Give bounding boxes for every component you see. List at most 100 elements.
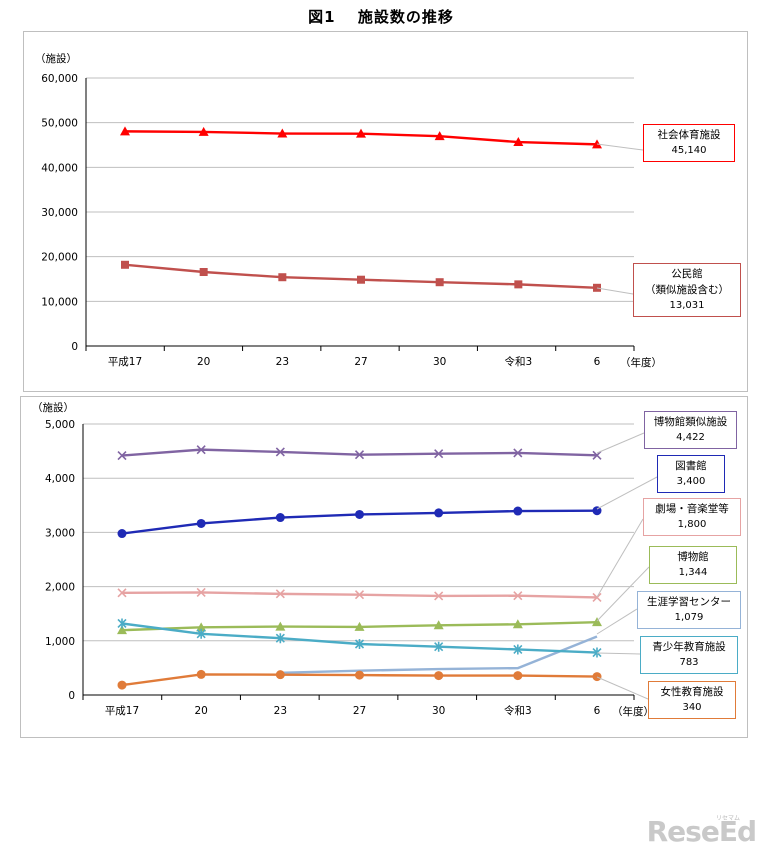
series-name: 博物館	[677, 551, 709, 563]
series-latest-value: 1,344	[678, 567, 708, 578]
data-point	[354, 450, 365, 460]
series-1	[121, 260, 601, 292]
series-1	[117, 506, 602, 539]
data-point	[117, 450, 127, 461]
data-point	[196, 628, 206, 639]
series-latest-value: 4,422	[676, 432, 705, 443]
x-tick-label: 27	[354, 356, 367, 368]
data-point	[117, 680, 127, 690]
data-point	[117, 618, 127, 629]
callout-leader	[596, 518, 644, 598]
series-0	[120, 126, 602, 149]
data-point	[199, 268, 208, 277]
series-name: 図書館	[675, 460, 707, 472]
x-tick-label: 30	[432, 705, 445, 717]
data-point	[592, 647, 602, 658]
series-latest-value: 1,079	[674, 612, 704, 623]
x-tick-label: 平成17	[105, 705, 139, 717]
series-latest-value: 3,400	[676, 476, 706, 487]
series-latest-value: 783	[679, 657, 699, 668]
y-tick-label: 0	[68, 690, 75, 702]
series-4	[280, 635, 598, 675]
series-label-box: 女性教育施設 340	[648, 681, 736, 719]
y-tick-label: 2,000	[45, 582, 75, 594]
y-tick-label: 1,000	[45, 636, 75, 648]
series-label-box: 博物館 1,344	[649, 546, 737, 584]
data-point	[117, 625, 127, 635]
y-tick-label: 20,000	[41, 252, 78, 264]
x-tick-label: 23	[276, 356, 289, 368]
series-latest-value: 1,800	[677, 519, 707, 530]
series-name: 公民館	[671, 268, 703, 280]
series-5	[117, 618, 602, 658]
data-point	[277, 128, 288, 138]
series-latest-value: 13,031	[669, 300, 705, 311]
data-point	[275, 447, 285, 457]
series-6	[117, 669, 602, 690]
data-point	[512, 619, 523, 629]
data-point	[434, 671, 444, 681]
data-point	[592, 617, 602, 627]
y-tick-label: 5,000	[45, 419, 75, 431]
data-point	[434, 508, 444, 518]
callout-leader	[596, 566, 650, 622]
x-tick-label: 令和3	[504, 704, 532, 717]
data-point	[434, 591, 444, 601]
x-tick-label: 平成17	[108, 356, 142, 368]
chart-panel-cultural-facilities: 0 1,000 2,000 3,000 4,000 5,000 （施設） 平成17 20 23 27…	[20, 396, 748, 738]
data-point	[356, 128, 366, 138]
data-point	[434, 131, 445, 141]
series-2	[117, 587, 602, 603]
series-latest-value: 45,140	[671, 145, 707, 156]
data-point	[513, 671, 523, 681]
data-point	[196, 669, 206, 679]
data-point	[354, 590, 365, 600]
series-3	[117, 617, 602, 635]
x-tick-label: 6	[594, 705, 601, 717]
data-point	[354, 621, 365, 631]
data-point	[434, 449, 444, 459]
y-tick-label: 30,000	[41, 207, 78, 219]
x-tick-label: 20	[197, 356, 210, 368]
series-name: 博物館類似施設	[653, 416, 728, 428]
x-axis-label: （年度）	[620, 356, 662, 369]
y-tick-label: 10,000	[41, 296, 78, 308]
x-axis-label: （年度）	[612, 705, 654, 718]
callout-leader	[596, 608, 638, 635]
data-point	[592, 139, 602, 149]
data-point	[434, 641, 444, 652]
data-point	[196, 587, 206, 597]
data-point	[592, 672, 602, 682]
callout-leader	[596, 476, 658, 510]
data-point	[513, 137, 524, 147]
callout-leader	[596, 287, 634, 295]
chart-cultural-facilities: 0 1,000 2,000 3,000 4,000 5,000 （施設） 平成17 20 23 27…	[32, 401, 658, 718]
series-label-box: 公民館 （類似施設含む） 13,031	[633, 263, 741, 317]
watermark-text: ReseEd	[646, 815, 757, 848]
series-label-box: 図書館 3,400	[657, 455, 725, 493]
data-point	[117, 529, 127, 539]
x-tick-label: 20	[194, 705, 207, 717]
series-name: 青少年教育施設	[652, 641, 726, 653]
series-latest-value: 340	[682, 702, 702, 713]
series-label-box: 博物館類似施設 4,422	[644, 411, 737, 449]
data-point	[435, 278, 444, 287]
y-axis-label: （施設）	[35, 52, 77, 65]
series-label-box: 社会体育施設 45,140	[643, 124, 735, 162]
data-point	[198, 126, 209, 136]
data-point	[278, 273, 287, 282]
series-name: 劇場・音楽堂等	[655, 503, 729, 515]
x-tick-label: 23	[274, 705, 287, 717]
data-point	[275, 621, 286, 631]
y-tick-label: 4,000	[45, 473, 75, 485]
data-point	[357, 275, 365, 284]
data-point	[513, 591, 523, 601]
data-point	[121, 260, 129, 269]
y-tick-label: 40,000	[41, 162, 78, 174]
data-point	[120, 126, 130, 136]
data-point	[354, 638, 365, 649]
data-point	[514, 280, 523, 289]
data-point	[275, 633, 285, 644]
x-tick-label: 令和3	[504, 355, 532, 368]
callout-leader	[596, 432, 645, 454]
